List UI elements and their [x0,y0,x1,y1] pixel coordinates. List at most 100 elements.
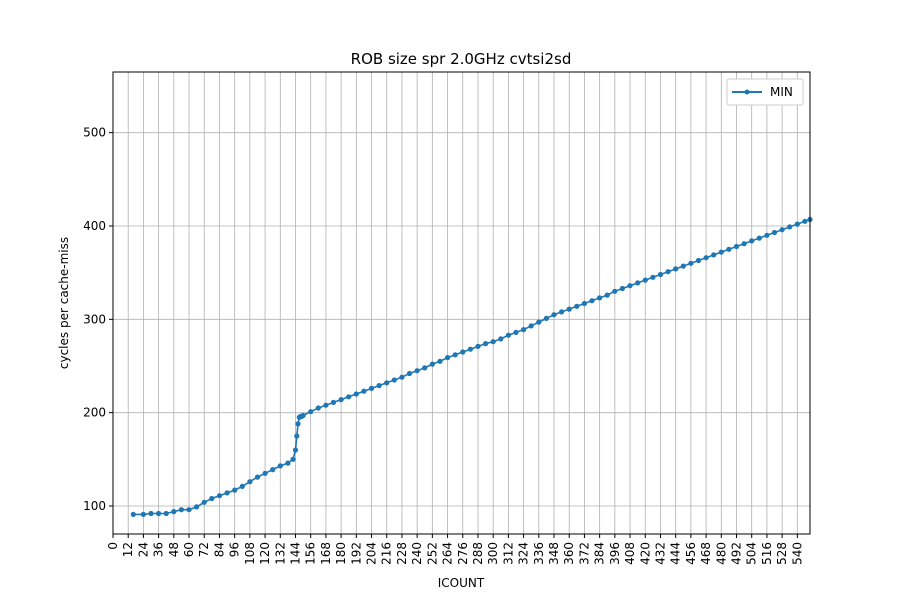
data-point [574,303,580,309]
x-tick-label: 504 [745,542,759,565]
x-tick-label: 264 [441,542,455,565]
x-tick-label: 360 [562,542,576,565]
x-tick-label: 252 [425,542,439,565]
data-point [194,504,200,510]
data-point [566,306,572,312]
data-point [467,346,473,352]
x-tick-label: 204 [365,542,379,565]
x-tick-label: 540 [790,542,804,565]
data-point [384,380,390,386]
data-point [680,263,686,269]
data-point [232,487,238,493]
x-tick-label: 36 [152,542,166,557]
data-point [163,510,169,517]
data-point [589,298,595,304]
data-point [368,385,375,391]
plot-frame [112,71,811,535]
data-point [294,433,300,439]
data-point [536,319,542,325]
x-tick-label: 516 [760,542,774,565]
x-tick-label: 216 [380,542,394,565]
data-point [270,467,276,473]
data-point [391,377,397,383]
data-point [247,479,253,485]
x-tick-label: 456 [684,542,698,565]
y-tick-label: 100 [83,499,106,513]
data-point [741,241,747,247]
data-point [285,460,291,466]
data-point [703,255,709,261]
data-point [323,402,329,408]
data-point [498,336,504,342]
legend-point-marker [744,89,750,95]
x-tick-label: 432 [653,542,667,565]
data-point [376,383,382,389]
data-point [551,312,557,318]
x-tick-label: 324 [517,542,531,565]
legend: MIN [726,78,804,106]
data-point [254,474,261,480]
x-tick-label: 12 [121,542,135,557]
x-tick-label: 240 [410,542,424,565]
data-point [612,288,618,294]
data-point [733,243,740,250]
data-point [406,370,413,377]
x-tick-label: 396 [608,542,622,565]
data-point [148,510,154,517]
x-tick-label: 468 [699,542,713,565]
data-point [277,463,283,469]
data-point [171,509,177,515]
data-point [452,352,458,358]
data-point [695,257,702,264]
data-point [559,309,565,315]
legend-label-min: MIN [770,85,793,99]
x-tick-label: 60 [182,542,196,557]
data-point [224,490,230,496]
x-tick-label: 228 [395,542,409,565]
x-tick-label: 108 [243,542,257,565]
data-point [445,355,451,361]
legend-box [726,78,804,106]
x-tick-label: 24 [136,542,150,557]
y-axis-ticks: 100 200 300 400 500 [83,126,113,513]
data-point [239,483,245,489]
x-axis-label: ICOUNT [438,576,485,590]
data-point [315,405,321,411]
data-point [619,285,626,292]
data-point [673,266,679,272]
x-tick-label: 132 [273,542,287,565]
data-point [399,374,405,380]
data-point [216,493,223,499]
data-point [642,277,648,283]
x-axis-ticks: 0 12 24 36 48 60 72 84 96 108 120 132 144 156 168 180 19… [106,534,804,565]
data-point [505,332,511,338]
chart-title: ROB size spr 2.0GHz cvtsi2sd [351,50,572,68]
data-point [353,391,359,397]
data-point [718,249,724,255]
data-point [201,499,207,505]
data-point [764,232,770,238]
x-tick-label: 120 [258,542,272,565]
x-tick-label: 384 [593,542,607,565]
data-point [627,283,633,289]
data-point [308,409,314,415]
data-point [726,246,732,252]
x-tick-label: 192 [349,542,363,565]
data-point [483,341,489,347]
x-tick-label: 48 [167,542,181,557]
data-point [156,510,162,517]
x-tick-label: 480 [714,542,728,565]
x-tick-label: 336 [532,542,546,565]
data-point [346,394,352,400]
data-point [657,271,664,278]
data-point [604,292,610,298]
data-point [460,349,466,355]
x-tick-label: 84 [212,542,226,557]
data-point [422,365,428,371]
x-tick-label: 96 [228,542,242,557]
data-point [186,507,192,513]
data-point [635,280,641,286]
data-point [490,339,496,345]
y-tick-label: 200 [83,406,106,420]
